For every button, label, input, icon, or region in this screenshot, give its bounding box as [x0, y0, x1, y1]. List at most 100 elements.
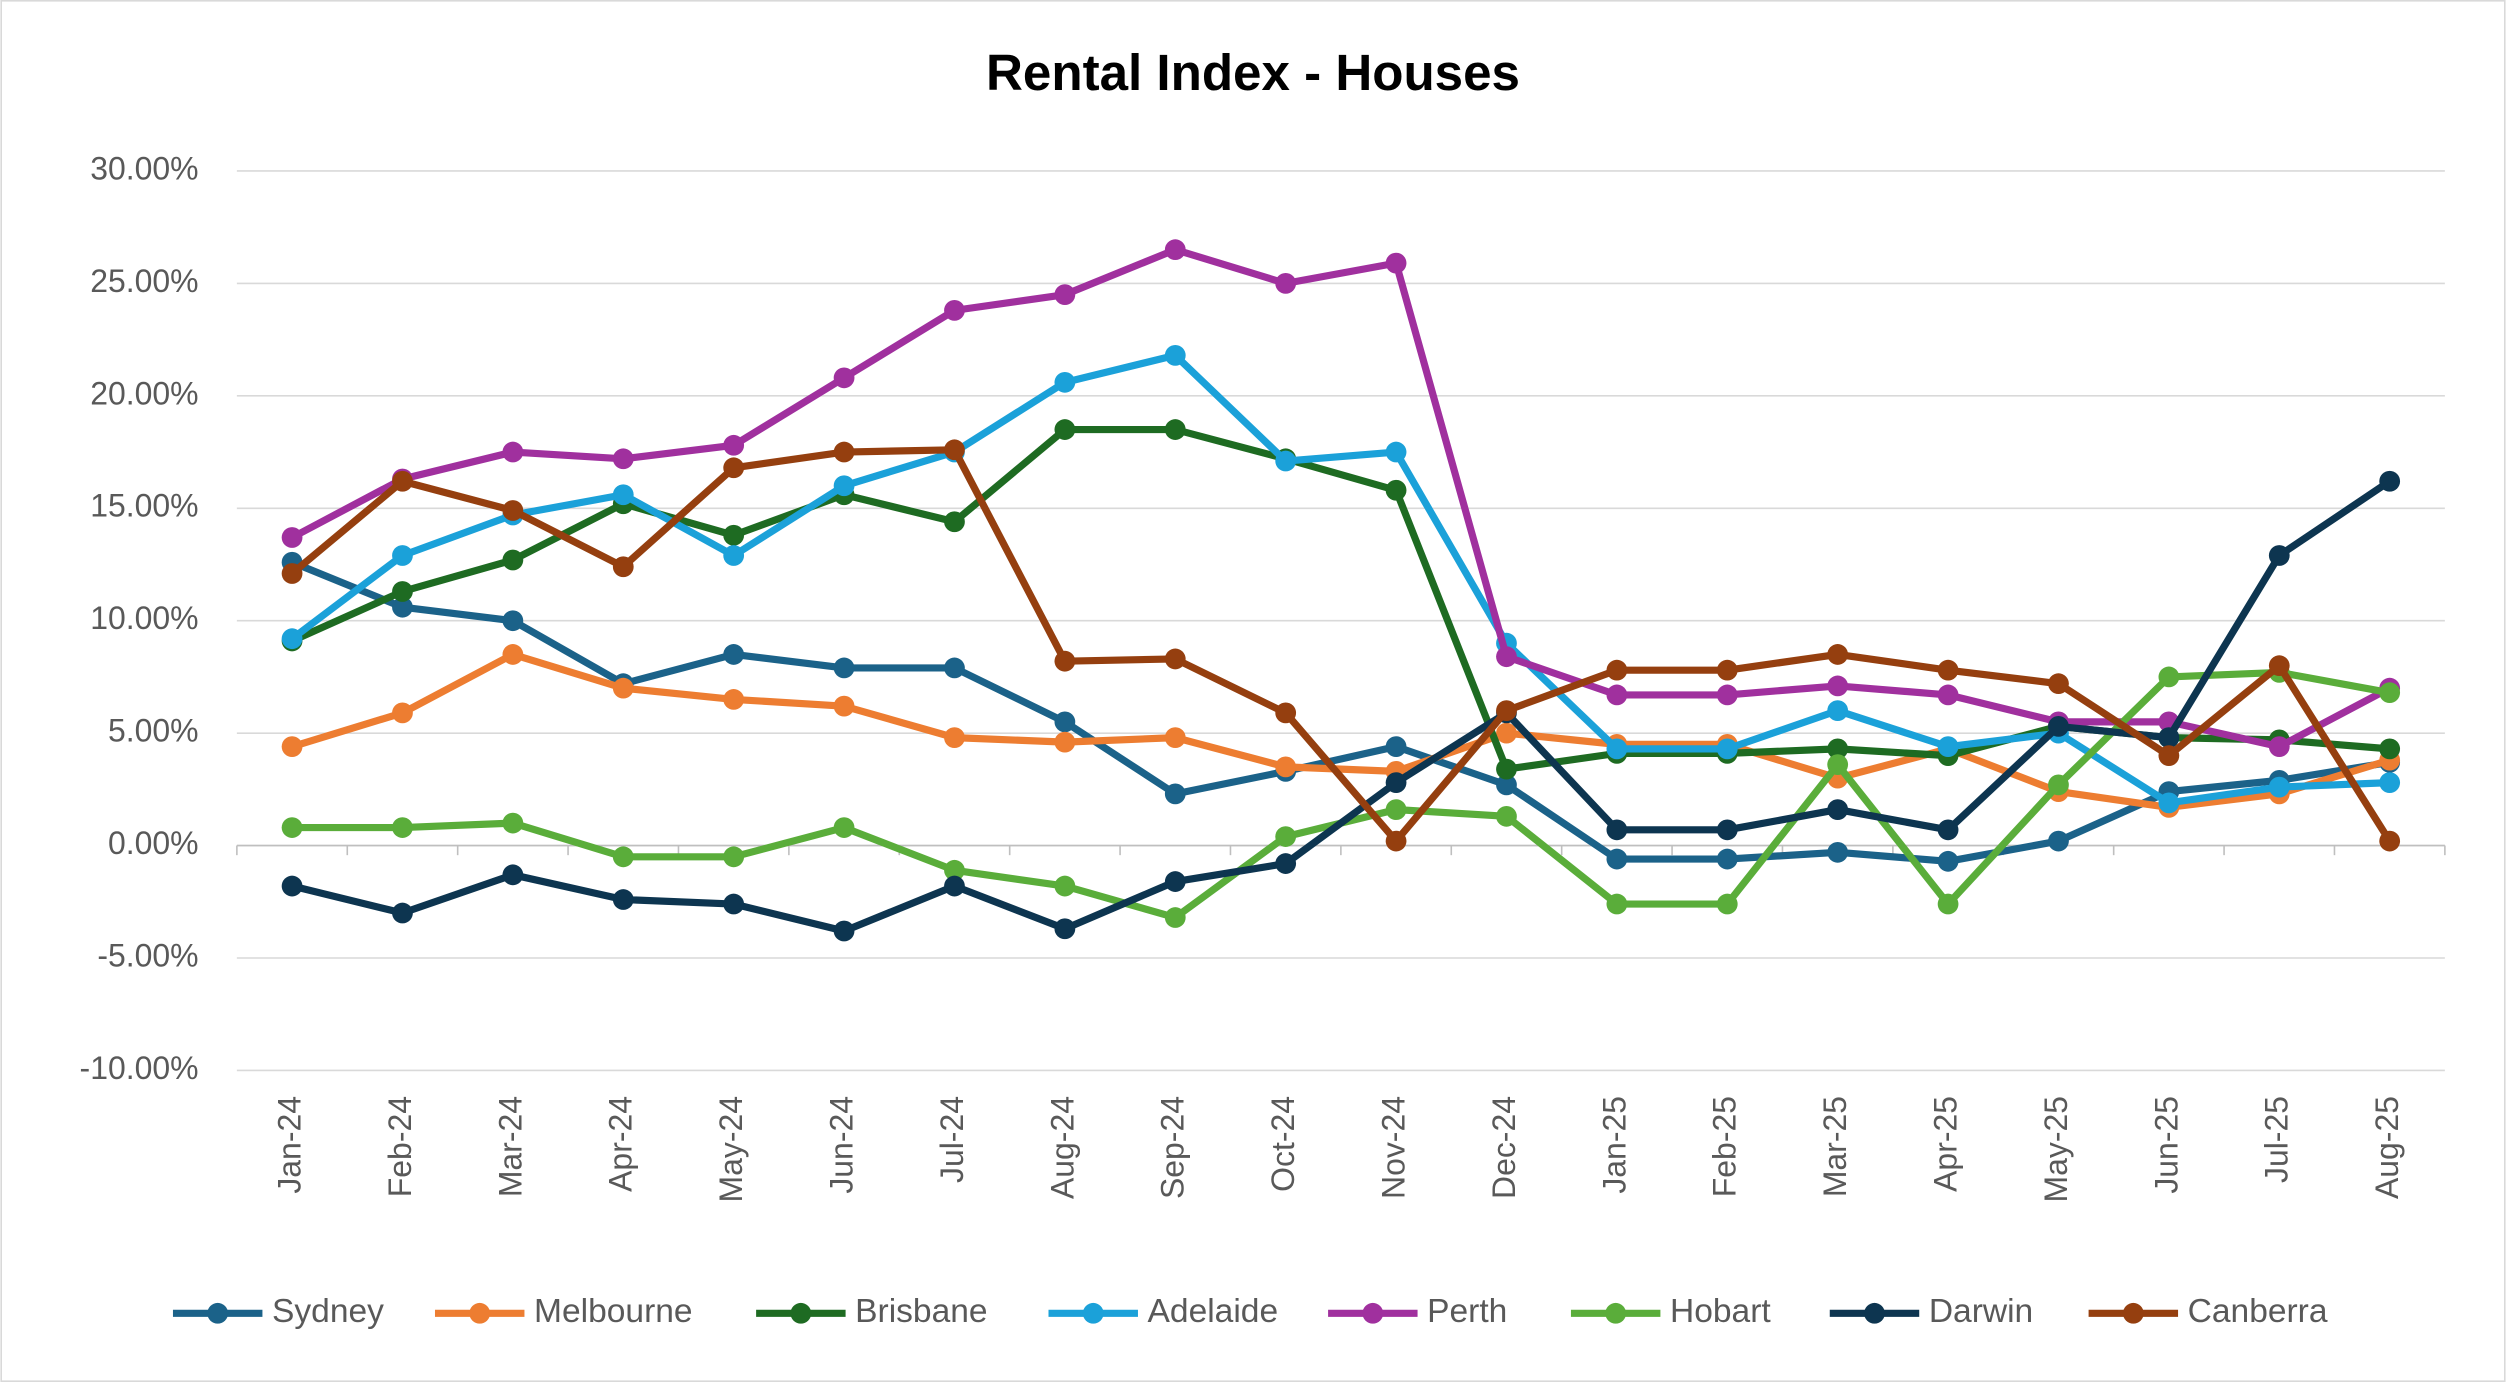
data-point — [1385, 772, 1407, 793]
data-point — [833, 367, 855, 389]
data-point — [723, 434, 745, 456]
data-point — [1827, 738, 1849, 760]
data-point — [723, 524, 745, 546]
legend-label: Adelaide — [1148, 1293, 1279, 1330]
data-point — [2048, 673, 2069, 695]
data-point — [1606, 819, 1628, 841]
data-point — [612, 846, 634, 868]
data-point — [833, 657, 855, 679]
x-tick-label: Jul-25 — [2259, 1096, 2295, 1183]
data-point — [392, 702, 413, 724]
data-point — [392, 581, 413, 602]
data-point — [502, 644, 524, 665]
data-point — [944, 875, 965, 897]
x-tick-label: Mar-25 — [1817, 1096, 1853, 1197]
data-point — [1937, 684, 1959, 706]
data-point — [2048, 774, 2069, 796]
legend-marker — [790, 1302, 812, 1324]
data-point — [1164, 727, 1186, 749]
data-point — [392, 902, 413, 924]
data-point — [944, 511, 965, 533]
data-point — [1054, 875, 1076, 897]
data-point — [2268, 736, 2290, 758]
series-line — [289, 351, 2390, 807]
data-point — [1716, 848, 1738, 870]
data-point — [2158, 666, 2180, 688]
data-point — [1716, 893, 1738, 915]
data-point — [1827, 841, 1849, 863]
legend-marker — [207, 1302, 229, 1324]
x-tick-label: Aug-25 — [2369, 1096, 2405, 1199]
data-point — [1275, 273, 1297, 294]
data-point — [502, 610, 524, 632]
data-point — [1827, 754, 1849, 776]
data-point — [1385, 441, 1407, 463]
data-point — [1164, 239, 1186, 261]
data-point — [502, 500, 524, 521]
data-point — [1937, 819, 1959, 841]
data-point — [1054, 650, 1076, 672]
data-point — [1496, 774, 1517, 796]
data-point — [2268, 655, 2290, 677]
y-tick-label: 30.00% — [90, 150, 198, 186]
data-point — [2268, 545, 2290, 566]
data-point — [2158, 745, 2180, 767]
data-point — [1606, 659, 1628, 681]
data-point — [833, 920, 855, 942]
data-point — [2158, 792, 2180, 814]
data-point — [281, 563, 303, 584]
data-point — [2379, 738, 2401, 760]
data-point — [392, 817, 413, 838]
data-point — [1275, 853, 1297, 874]
data-point — [1164, 871, 1186, 892]
y-tick-label: 15.00% — [90, 488, 198, 524]
data-point — [2379, 682, 2401, 704]
x-tick-label: Mar-24 — [492, 1096, 528, 1197]
legend-marker — [1082, 1302, 1104, 1324]
data-point — [1937, 736, 1959, 758]
y-tick-label: 5.00% — [108, 713, 199, 749]
data-point — [833, 695, 855, 717]
series-line — [290, 246, 2392, 751]
legend-marker — [1605, 1302, 1627, 1324]
x-tick-label: Aug-24 — [1044, 1096, 1080, 1199]
x-tick-label: Feb-25 — [1707, 1096, 1743, 1197]
data-point — [1606, 893, 1628, 915]
legend-marker — [1864, 1302, 1885, 1324]
legend-label: Perth — [1427, 1293, 1507, 1330]
legend-marker — [2122, 1302, 2144, 1324]
data-point — [2048, 716, 2069, 737]
data-point — [502, 441, 524, 463]
x-tick-label: Apr-24 — [603, 1096, 639, 1192]
x-tick-label: May-25 — [2038, 1096, 2074, 1202]
legend-label: Melbourne — [534, 1293, 693, 1330]
data-point — [281, 875, 303, 897]
data-point — [1385, 736, 1407, 758]
data-point — [612, 556, 634, 578]
data-point — [1385, 830, 1407, 852]
data-point — [281, 736, 303, 758]
data-point — [1827, 700, 1849, 722]
data-point — [723, 457, 745, 479]
data-point — [281, 628, 303, 650]
data-point — [1054, 731, 1076, 753]
data-point — [1937, 893, 1959, 915]
y-tick-label: -10.00% — [80, 1050, 199, 1086]
data-point — [1054, 711, 1076, 733]
data-point — [1275, 702, 1297, 724]
data-point — [1496, 646, 1517, 668]
legend-label: Darwin — [1929, 1293, 2033, 1330]
x-tick-label: Sep-24 — [1155, 1096, 1191, 1199]
data-point — [944, 657, 965, 679]
data-point — [944, 299, 965, 321]
data-point — [1164, 419, 1186, 440]
data-point — [612, 448, 634, 470]
data-point — [833, 817, 855, 838]
data-point — [1054, 918, 1076, 940]
data-point — [1385, 252, 1407, 274]
data-point — [1054, 371, 1076, 393]
data-point — [1827, 644, 1849, 665]
data-point — [2379, 772, 2401, 793]
x-tick-label: Jan-25 — [1596, 1096, 1632, 1194]
